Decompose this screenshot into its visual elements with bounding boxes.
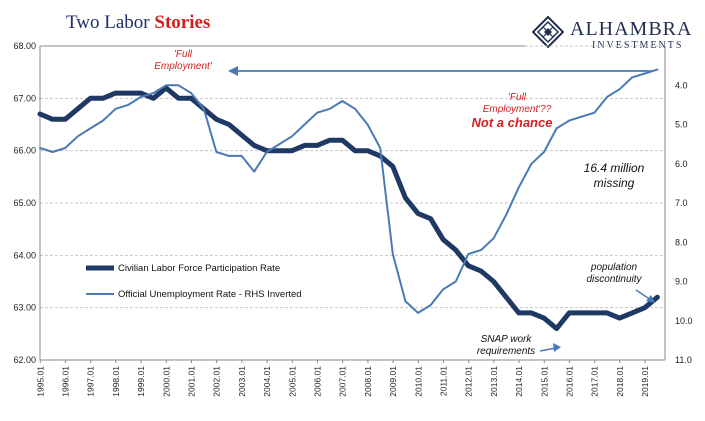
y-left-tick-label: 63.00 bbox=[13, 303, 36, 313]
full-employment-arrowhead bbox=[228, 66, 238, 76]
unemployment-rate-line bbox=[39, 68, 659, 314]
annotation-missing: missing bbox=[594, 176, 635, 190]
x-tick-label: 2000.01 bbox=[161, 366, 171, 397]
diamond-lattice-logo-icon bbox=[532, 16, 564, 48]
legend-label-unemployment: Official Unemployment Rate - RHS Inverte… bbox=[118, 289, 302, 300]
annotation-full-employment: Employment' bbox=[154, 61, 213, 72]
participation-rate-line bbox=[37, 85, 660, 332]
x-tick-label: 2019.01 bbox=[640, 366, 650, 397]
x-tick-label: 2008.01 bbox=[363, 366, 373, 397]
annotation-full-employment: 'Full bbox=[174, 49, 193, 60]
x-tick-label: 2006.01 bbox=[312, 366, 322, 397]
population-arrowhead bbox=[646, 295, 655, 303]
annotation-snap-work: SNAP work bbox=[481, 334, 533, 345]
x-tick-label: 2018.01 bbox=[615, 366, 625, 397]
annotation-full-employment-question: Employment'?? bbox=[483, 104, 552, 115]
x-tick-label: 2004.01 bbox=[262, 366, 272, 397]
y-left-tick-label: 64.00 bbox=[13, 250, 36, 260]
x-tick-label: 2012.01 bbox=[464, 366, 474, 397]
x-tick-label: 1996.01 bbox=[60, 366, 70, 397]
x-tick-label: 2015.01 bbox=[539, 366, 549, 397]
x-tick-label: 2009.01 bbox=[388, 366, 398, 397]
x-tick-label: 1997.01 bbox=[86, 366, 96, 397]
snap-arrowhead bbox=[553, 343, 561, 352]
annotation-population-discontinuity: discontinuity bbox=[586, 274, 642, 285]
y-left-tick-label: 62.00 bbox=[13, 355, 36, 365]
y-right-tick-label: 8.0 bbox=[675, 237, 688, 247]
annotation-full-employment-question: 'Full bbox=[508, 92, 527, 103]
title-accent: Stories bbox=[154, 12, 211, 33]
x-tick-label: 2011.01 bbox=[438, 366, 448, 396]
x-tick-label: 2007.01 bbox=[338, 366, 348, 397]
x-tick-label: 2013.01 bbox=[489, 366, 499, 397]
legend-label-participation: Civilian Labor Force Participation Rate bbox=[118, 263, 280, 274]
x-tick-label: 2003.01 bbox=[237, 366, 247, 397]
snap-arrow bbox=[539, 347, 557, 352]
x-tick-label: 2002.01 bbox=[212, 366, 222, 397]
x-tick-label: 1995.01 bbox=[35, 366, 45, 397]
annotation-missing: 16.4 million bbox=[584, 161, 645, 175]
x-tick-label: 2005.01 bbox=[287, 366, 297, 397]
x-tick-label: 2010.01 bbox=[413, 366, 423, 397]
x-tick-label: 1999.01 bbox=[136, 366, 146, 397]
y-right-tick-label: 9.0 bbox=[675, 277, 688, 287]
y-left-tick-label: 66.00 bbox=[13, 146, 36, 156]
annotation-snap-work: requirements bbox=[477, 346, 535, 357]
x-tick-label: 2017.01 bbox=[590, 366, 600, 397]
chart-title: Two Labor Stories bbox=[66, 12, 210, 34]
annotation-population-discontinuity: population bbox=[590, 262, 638, 273]
title-prefix: Two Labor bbox=[66, 12, 155, 33]
y-right-tick-label: 10.0 bbox=[675, 316, 693, 326]
x-tick-label: 1998.01 bbox=[111, 366, 121, 397]
y-right-tick-label: 11.0 bbox=[675, 355, 692, 365]
logo-name: ALHAMBRA bbox=[570, 18, 693, 40]
y-right-tick-label: 4.0 bbox=[675, 80, 688, 90]
x-tick-label: 2001.01 bbox=[186, 366, 196, 397]
y-left-tick-label: 65.00 bbox=[13, 198, 36, 208]
y-left-tick-label: 67.00 bbox=[13, 93, 36, 103]
y-left-tick-label: 68.00 bbox=[13, 41, 36, 51]
y-right-tick-label: 5.0 bbox=[675, 120, 688, 130]
x-tick-label: 2014.01 bbox=[514, 366, 524, 397]
y-right-tick-label: 6.0 bbox=[675, 159, 688, 169]
annotation-not-a-chance: Not a chance bbox=[472, 115, 553, 130]
y-right-tick-label: 7.0 bbox=[675, 198, 688, 208]
x-tick-label: 2016.01 bbox=[564, 366, 574, 397]
